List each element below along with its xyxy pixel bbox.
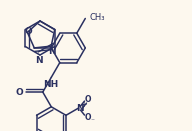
Text: N: N (48, 47, 56, 56)
Text: +: + (80, 100, 87, 109)
Text: CH₃: CH₃ (89, 13, 105, 22)
Text: O: O (84, 113, 91, 122)
Text: ⁻: ⁻ (90, 117, 94, 126)
Text: O: O (15, 88, 23, 97)
Text: N: N (35, 56, 43, 65)
Text: N: N (76, 104, 83, 113)
Text: NH: NH (43, 80, 58, 89)
Text: O: O (25, 27, 32, 36)
Text: O: O (84, 95, 91, 104)
